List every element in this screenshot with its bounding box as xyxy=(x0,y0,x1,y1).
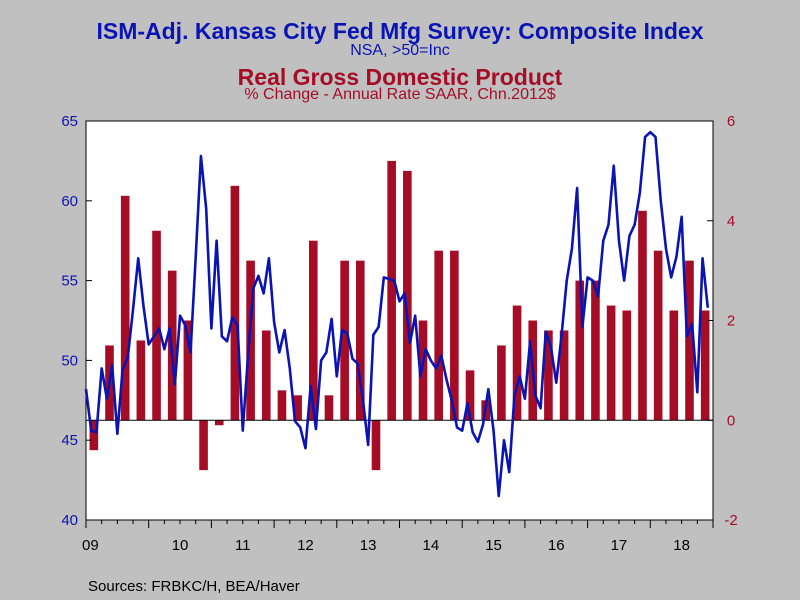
ism-line xyxy=(84,130,710,498)
gdp-bar xyxy=(308,240,318,421)
x-axis-tick-label: 18 xyxy=(673,537,690,554)
x-axis-tick-label: 17 xyxy=(611,537,628,554)
gdp-bar xyxy=(465,370,475,421)
x-axis-tick-label: 15 xyxy=(485,537,502,554)
left-axis-tick-label: 65 xyxy=(61,113,78,130)
right-axis-tick-label: 0 xyxy=(727,412,735,429)
gdp-bar xyxy=(277,390,287,421)
gdp-bar xyxy=(340,260,349,421)
x-axis-tick-label: 13 xyxy=(360,537,377,554)
gdp-bar xyxy=(434,250,443,421)
x-axis-tick-label: 10 xyxy=(172,537,189,554)
gdp-bar xyxy=(120,195,130,421)
gdp-bar xyxy=(622,310,632,421)
left-series-title: ISM-Adj. Kansas City Fed Mfg Survey: Com… xyxy=(96,18,704,44)
left-axis-tick-label: 55 xyxy=(61,273,78,290)
gdp-bar xyxy=(418,320,428,421)
gdp-bar xyxy=(152,230,161,421)
right-series-subtitle: % Change - Annual Rate SAAR, Chn.2012$ xyxy=(244,86,556,103)
source-note: Sources: FRBKC/H, BEA/Haver xyxy=(88,578,300,595)
gdp-bar xyxy=(606,305,616,421)
gdp-bar xyxy=(685,260,694,421)
gdp-bar xyxy=(387,160,396,421)
line-group xyxy=(84,130,710,498)
gdp-bar xyxy=(261,330,271,421)
x-axis-tick-label: 14 xyxy=(423,537,440,554)
gdp-bar xyxy=(246,260,255,421)
gdp-bar xyxy=(214,420,224,426)
gdp-bar xyxy=(450,250,459,421)
gdp-bar xyxy=(356,260,365,421)
x-axis-tick-label: 09 xyxy=(82,537,99,554)
gdp-bar xyxy=(669,310,679,421)
gdp-bar xyxy=(324,395,334,421)
gdp-bar xyxy=(293,395,302,421)
gdp-bar xyxy=(497,345,506,421)
gdp-bar xyxy=(199,420,208,471)
gdp-bar xyxy=(230,185,240,421)
gdp-bar xyxy=(544,330,553,421)
right-series-title: Real Gross Domestic Product xyxy=(237,64,563,90)
gdp-bar xyxy=(183,320,193,421)
gdp-bar xyxy=(638,210,647,421)
right-axis-tick-label: -2 xyxy=(724,512,737,529)
gdp-bar xyxy=(591,280,600,421)
right-axis-tick-label: 6 xyxy=(727,113,735,130)
x-axis-tick-label: 12 xyxy=(297,537,314,554)
gdp-bar xyxy=(559,330,569,421)
x-axis-tick-label: 11 xyxy=(235,537,251,554)
gdp-bar xyxy=(89,420,99,451)
gdp-bar xyxy=(136,340,146,421)
bars-group xyxy=(86,160,713,471)
left-series-subtitle: NSA, >50=Inc xyxy=(350,42,450,59)
axes-group: 40 45 50 55 60 65 -2 0 2 4 6 09 10 11 12 13 14 15 16 17 18 xyxy=(61,113,737,554)
left-axis-tick-label: 40 xyxy=(61,512,78,529)
gdp-bar xyxy=(700,310,710,421)
left-axis-tick-label: 45 xyxy=(61,432,78,449)
left-axis-tick-label: 50 xyxy=(61,352,78,369)
gdp-bar xyxy=(371,420,381,471)
gdp-bar xyxy=(403,170,412,421)
gdp-bar xyxy=(653,250,663,421)
right-axis-tick-label: 4 xyxy=(727,213,735,230)
gdp-bar xyxy=(575,280,585,421)
right-axis-tick-label: 2 xyxy=(727,313,735,330)
x-axis-tick-label: 16 xyxy=(548,537,565,554)
left-axis-tick-label: 60 xyxy=(61,193,78,210)
gdp-bar xyxy=(512,305,522,421)
